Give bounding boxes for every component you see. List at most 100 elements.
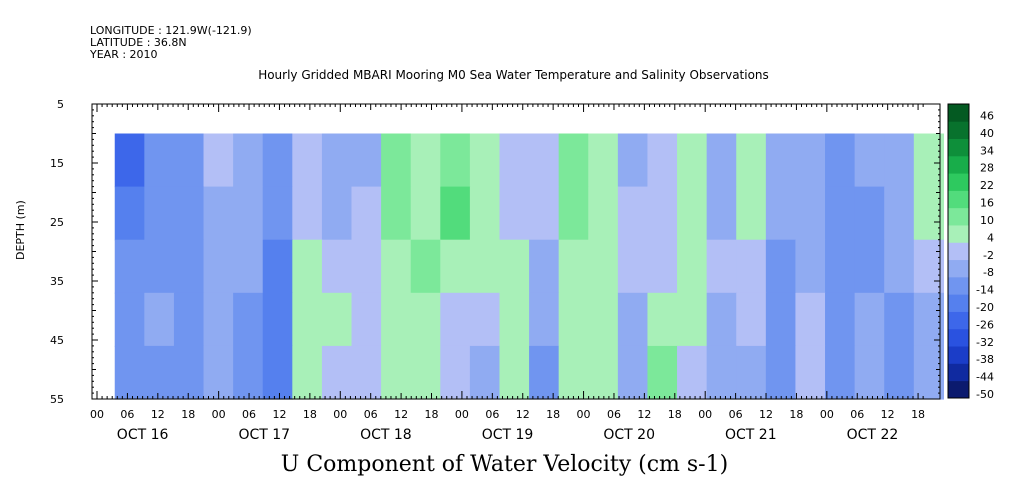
- heatmap-cell: [233, 239, 264, 294]
- heatmap-cell: [381, 239, 412, 294]
- heatmap-cell: [351, 239, 382, 294]
- colorbar-label: 46: [980, 110, 994, 123]
- heatmap-cell: [262, 186, 293, 241]
- x-tick-label: 18: [546, 408, 560, 421]
- heatmap-cell: [381, 133, 412, 188]
- colorbar-label: 40: [980, 127, 994, 140]
- heatmap-cell: [884, 292, 915, 347]
- x-tick-label: 12: [759, 408, 773, 421]
- heatmap-cell: [617, 239, 649, 294]
- heatmap-cell: [292, 133, 323, 188]
- colorbar-swatch: [948, 311, 969, 330]
- year-label: YEAR : 2010: [90, 48, 158, 61]
- heatmap-cell: [765, 345, 797, 400]
- day-label: OCT 21: [725, 427, 777, 443]
- day-label: OCT 22: [847, 427, 899, 443]
- heatmap-cell: [410, 186, 441, 241]
- heatmap-cell: [203, 239, 234, 294]
- heatmap-cell: [144, 292, 175, 347]
- heatmap-cell: [647, 345, 678, 400]
- heatmap-cell: [558, 345, 589, 400]
- heatmap-cell: [440, 292, 471, 347]
- heatmap-cell: [588, 239, 619, 294]
- x-tick-label: 06: [850, 408, 864, 421]
- day-label: OCT 18: [360, 427, 412, 443]
- x-tick-label: 00: [577, 408, 591, 421]
- colorbar-swatch: [948, 104, 969, 122]
- x-tick-label: 12: [272, 408, 286, 421]
- x-tick-label: 00: [90, 408, 104, 421]
- heatmap-cell: [440, 186, 471, 241]
- heatmap-cell: [351, 345, 382, 400]
- heatmap-cell: [499, 186, 530, 241]
- heatmap-cell: [795, 292, 826, 347]
- heatmap-cell: [114, 133, 145, 188]
- heatmap-cell: [884, 186, 915, 241]
- heatmap-cell: [144, 345, 175, 400]
- colorbar-label: 28: [980, 162, 994, 175]
- y-tick-label: 55: [50, 393, 64, 406]
- heatmap-cell: [173, 239, 205, 294]
- colorbar-swatch: [948, 259, 969, 278]
- colorbar-swatch: [948, 173, 969, 191]
- heatmap-cell: [884, 239, 915, 294]
- heatmap-cell: [854, 133, 885, 188]
- x-tick-label: 06: [485, 408, 499, 421]
- x-tick-label: 18: [425, 408, 439, 421]
- heatmap-cell: [114, 292, 145, 347]
- heatmap-cell: [913, 239, 945, 294]
- heatmap-cell: [292, 186, 323, 241]
- heatmap-cell: [173, 345, 205, 400]
- colorbar-swatch: [948, 294, 969, 312]
- heatmap-cell: [677, 133, 708, 188]
- heatmap-cell: [617, 186, 649, 241]
- heatmap-cell: [440, 345, 471, 400]
- heatmap-cell: [558, 239, 589, 294]
- heatmap-cell: [765, 292, 797, 347]
- heatmap-cell: [558, 186, 589, 241]
- heatmap-cell: [351, 292, 382, 347]
- heatmap-cell: [469, 186, 501, 241]
- colorbar-label: -8: [983, 266, 994, 279]
- heatmap-cell: [677, 345, 708, 400]
- colorbar-label: -2: [983, 249, 994, 262]
- x-tick-label: 18: [181, 408, 195, 421]
- colorbar-label: -38: [976, 353, 994, 366]
- heatmap-cell: [558, 292, 589, 347]
- heatmap-cell: [321, 186, 353, 241]
- x-tick-label: 12: [516, 408, 530, 421]
- heatmap-cells: [114, 133, 945, 400]
- y-tick-label: 25: [50, 216, 64, 229]
- y-tick-label: 35: [50, 275, 64, 288]
- heatmap-cell: [647, 292, 678, 347]
- heatmap-cell: [469, 239, 501, 294]
- heatmap-cell: [795, 186, 826, 241]
- heatmap-cell: [795, 239, 826, 294]
- heatmap-cell: [499, 292, 530, 347]
- heatmap-cell: [114, 239, 145, 294]
- heatmap-cell: [795, 133, 826, 188]
- heatmap-cell: [262, 239, 293, 294]
- heatmap-cell: [499, 345, 530, 400]
- latitude-label: LATITUDE : 36.8N: [90, 36, 187, 49]
- heatmap-cell: [884, 133, 915, 188]
- heatmap-cell: [677, 186, 708, 241]
- x-tick-label: 06: [242, 408, 256, 421]
- colorbar-frame: [947, 103, 970, 399]
- heatmap-cell: [765, 239, 797, 294]
- colorbar-label: -32: [976, 336, 994, 349]
- heatmap-cell: [440, 239, 471, 294]
- heatmap-cell: [854, 239, 885, 294]
- heatmap-cell: [736, 239, 767, 294]
- y-tick-label: 15: [50, 157, 64, 170]
- heatmap-cell: [913, 133, 945, 188]
- heatmap-cell: [351, 186, 382, 241]
- heatmap-cell: [825, 239, 856, 294]
- heatmap-cell: [588, 133, 619, 188]
- colorbar-swatch: [948, 328, 969, 347]
- heatmap-cell: [292, 239, 323, 294]
- heatmap-cell: [913, 186, 945, 241]
- x-tick-label: 06: [729, 408, 743, 421]
- colorbar-swatch: [948, 207, 969, 226]
